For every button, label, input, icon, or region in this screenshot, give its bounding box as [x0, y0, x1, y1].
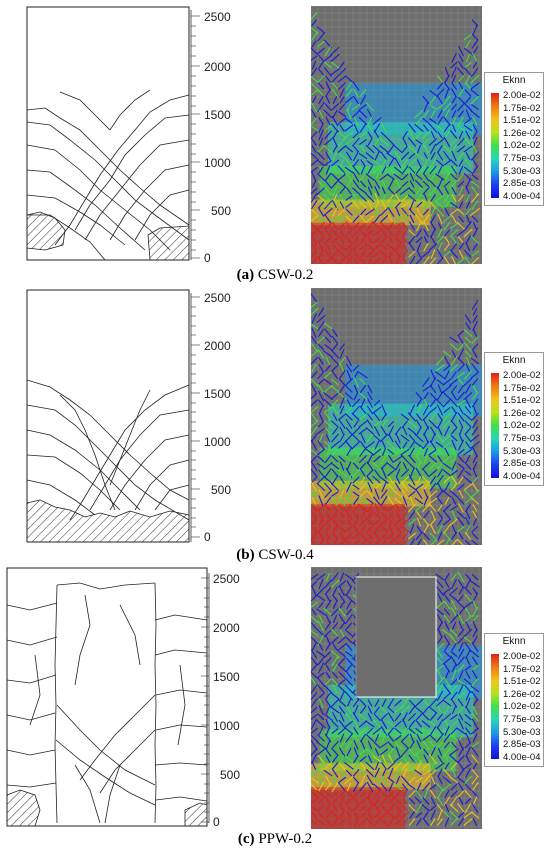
- legend-label: 1.02e-02: [503, 420, 541, 432]
- panel-b: 2500 2000 1500 1000 500 0 Eknn 2.00e-02 1.…: [0, 285, 550, 565]
- legend-color-bar: [491, 373, 499, 478]
- caption-c: (c) PPW-0.2: [0, 831, 550, 848]
- caption-letter: (c): [237, 831, 255, 847]
- legend-color-bar: [491, 93, 499, 198]
- fe-crack-map-c: [311, 567, 482, 829]
- legend-label: 1.02e-02: [503, 140, 541, 152]
- legend-label: 2.85e-03: [503, 178, 541, 190]
- tick-1000: 1000: [204, 435, 231, 449]
- legend-label: 7.75e-03: [503, 714, 541, 725]
- legend-label: 7.75e-03: [503, 153, 541, 164]
- crack-sketch-a: 2500 2000 1500 1000 500 0: [26, 6, 231, 265]
- legend-label: 5.30e-03: [503, 165, 541, 177]
- legend-title: Eknn: [502, 355, 526, 366]
- tick-0: 0: [204, 530, 211, 544]
- legend-label: 1.51e-02: [503, 395, 541, 407]
- legend-label: 5.30e-03: [503, 726, 541, 738]
- tick-2500: 2500: [204, 10, 231, 24]
- caption-a: (a) CSW-0.2: [0, 267, 550, 284]
- caption-label: PPW-0.2: [254, 831, 313, 847]
- legend-label: 2.00e-02: [503, 90, 541, 101]
- tick-0: 0: [204, 251, 211, 265]
- legend-label: 1.75e-02: [503, 663, 541, 675]
- legend-label: 1.26e-02: [503, 127, 541, 139]
- legend-label: 2.85e-03: [503, 739, 541, 751]
- legend-label: 1.02e-02: [503, 701, 541, 713]
- tick-2000: 2000: [204, 339, 231, 353]
- tick-1000: 1000: [213, 719, 240, 733]
- legend-label: 1.51e-02: [503, 676, 541, 688]
- tick-0: 0: [213, 815, 220, 829]
- legend-label: 2.00e-02: [503, 370, 541, 381]
- crack-lines: [26, 89, 190, 261]
- tick-2000: 2000: [204, 60, 231, 74]
- legend-c: Eknn 2.00e-02 1.75e-02 1.51e-02 1.26e-02 1.02…: [484, 633, 544, 767]
- fe-crack-map-b: [311, 288, 482, 545]
- tick-1500: 1500: [213, 670, 240, 684]
- legend-label: 2.00e-02: [503, 651, 541, 662]
- tick-2500: 2500: [213, 572, 240, 586]
- legend-label: 2.85e-03: [503, 458, 541, 470]
- crack-sketch-b: 2500 2000 1500 1000 500 0: [26, 289, 231, 544]
- tick-500: 500: [211, 483, 231, 497]
- caption-letter: (b): [236, 547, 255, 563]
- legend-label: 1.75e-02: [503, 102, 541, 114]
- legend-a: Eknn 2.00e-02 1.75e-02 1.51e-02 1.26e-02 1.02…: [484, 72, 544, 206]
- caption-label: CSW-0.2: [254, 267, 314, 283]
- legend-label: 1.51e-02: [503, 115, 541, 127]
- legend-label: 4.00e-04: [503, 190, 541, 202]
- caption-b: (b) CSW-0.4: [0, 547, 550, 564]
- legend-title: Eknn: [502, 636, 526, 647]
- legend-color-bar: [491, 654, 499, 759]
- legend-label: 1.26e-02: [503, 688, 541, 700]
- caption-letter: (a): [236, 267, 255, 283]
- legend-label: 7.75e-03: [503, 433, 541, 444]
- legend-label: 1.75e-02: [503, 382, 541, 394]
- legend-label: 1.26e-02: [503, 407, 541, 419]
- tick-2500: 2500: [204, 291, 231, 305]
- tick-500: 500: [220, 768, 240, 782]
- tick-2000: 2000: [213, 621, 240, 635]
- panel-c: 2500 2000 1500 1000 500 0 Eknn 2.00e-02 1.…: [0, 565, 550, 854]
- legend-label: 4.00e-04: [503, 751, 541, 763]
- caption-label: CSW-0.4: [254, 547, 314, 563]
- legend-label: 4.00e-04: [503, 470, 541, 482]
- legend-title: Eknn: [502, 75, 526, 86]
- tick-1500: 1500: [204, 387, 231, 401]
- legend-label: 5.30e-03: [503, 445, 541, 457]
- tick-1000: 1000: [204, 156, 231, 170]
- panel-a: 2500 2000 1500 1000 500 0 Eknn 2.00e-02 1.…: [0, 0, 550, 285]
- tick-500: 500: [211, 204, 231, 218]
- tick-1500: 1500: [204, 108, 231, 122]
- legend-b: Eknn 2.00e-02 1.75e-02 1.51e-02 1.26e-02 1.02…: [484, 352, 544, 486]
- crack-sketch-c: 2500 2000 1500 1000 500 0: [6, 567, 240, 829]
- fe-crack-map-a: [311, 6, 482, 264]
